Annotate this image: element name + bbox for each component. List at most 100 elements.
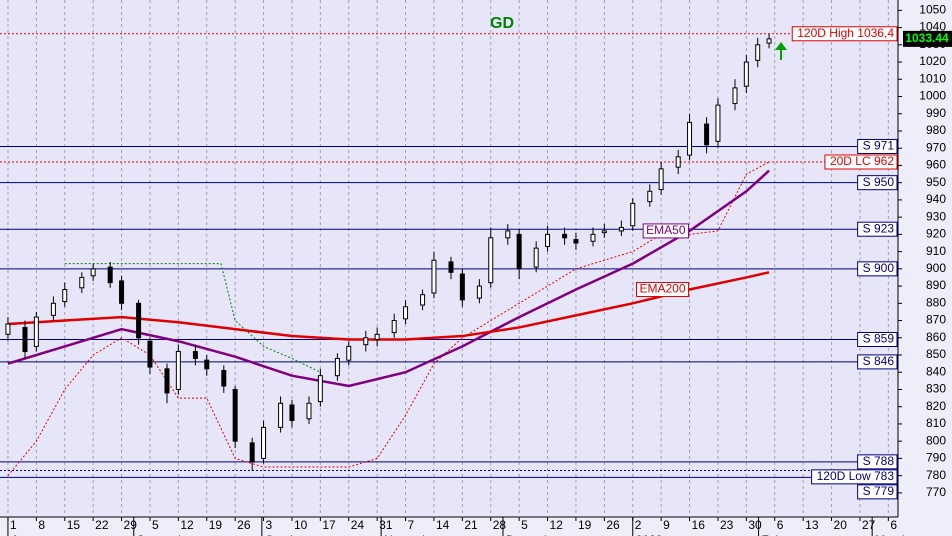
x-tick-label: 29 (124, 518, 138, 532)
level-label-box (857, 138, 898, 154)
x-tick-label: 21 (464, 518, 478, 532)
candle-body (90, 268, 96, 277)
candle-body (715, 104, 721, 142)
month-label: December (506, 533, 561, 536)
x-tick-label: 10 (294, 518, 308, 532)
level-label-box (791, 26, 898, 42)
y-tick-label: 1050 (919, 3, 946, 17)
x-tick-label: 26 (606, 518, 620, 532)
candle-body (476, 285, 482, 299)
x-tick-label: 16 (692, 518, 706, 532)
candle-body (79, 276, 85, 289)
y-tick-label: 830 (926, 382, 946, 396)
series-label-box (642, 223, 690, 239)
level-label-box (857, 221, 898, 237)
level-label-box (857, 354, 898, 370)
candle-body (204, 359, 210, 370)
y-tick-label: 860 (926, 330, 946, 344)
x-tick-label: 20 (834, 518, 848, 532)
y-tick-label: 880 (926, 295, 946, 309)
candle-body (431, 259, 437, 294)
level-label: S 779 (863, 484, 895, 498)
candle-body (630, 202, 636, 227)
plot-area (0, 0, 898, 517)
candle-body (363, 337, 369, 346)
month-label: November (384, 533, 439, 536)
candle-body (420, 294, 426, 306)
y-tick-label: 800 (926, 433, 946, 447)
candle-body (147, 340, 153, 368)
y-tick-label: 950 (926, 175, 946, 189)
level-label: S 846 (863, 354, 895, 368)
candle-body (573, 239, 579, 244)
x-tick-label: 14 (436, 518, 450, 532)
month-label: March (875, 533, 908, 536)
y-tick-label: 840 (926, 364, 946, 378)
candle-body (317, 375, 323, 403)
y-tick-label: 930 (926, 209, 946, 223)
y-tick-label: 920 (926, 227, 946, 241)
y-tick-label: 970 (926, 140, 946, 154)
candle-body (33, 316, 39, 347)
x-tick-label: 24 (351, 518, 365, 532)
month-label: September (137, 533, 196, 536)
level-label-box (857, 331, 898, 347)
candle-body (704, 123, 710, 146)
level-label: S 788 (863, 454, 895, 468)
candle-body (334, 357, 340, 377)
candle-body (289, 404, 295, 421)
level-label-box (824, 154, 898, 170)
level-label-box (857, 454, 898, 470)
y-tick-label: 1020 (919, 54, 946, 68)
month-label: August (11, 533, 49, 536)
chart-title: GD (490, 15, 514, 32)
month-label: February (762, 533, 810, 536)
x-tick-label: 6 (777, 518, 784, 532)
x-tick-label: 23 (720, 518, 734, 532)
candle-body (249, 442, 255, 463)
series-label: EMA50 (646, 223, 686, 237)
x-tick-label: 13 (805, 518, 819, 532)
candle-body (175, 351, 181, 390)
candle-body (647, 190, 653, 203)
candle-body (488, 237, 494, 284)
x-tick-label: 30 (748, 518, 762, 532)
x-tick-label: 31 (379, 518, 393, 532)
candle-body (505, 230, 511, 239)
y-tick-label: 770 (926, 485, 946, 499)
level-label: 120D Low 783 (817, 469, 895, 483)
level-label: S 971 (863, 139, 895, 153)
candle-body (545, 233, 551, 247)
candle-body (22, 326, 28, 353)
level-label: S 923 (863, 221, 895, 235)
candle-body (221, 370, 227, 387)
month-label: October (265, 533, 308, 536)
candle-body (374, 333, 380, 340)
level-label-box (857, 484, 898, 500)
last-price-box (903, 30, 952, 47)
y-tick-label: 940 (926, 192, 946, 206)
candle-body (62, 289, 68, 303)
x-tick-label: 6 (890, 518, 897, 532)
x-tick-label: 26 (237, 518, 251, 532)
y-tick-label: 790 (926, 451, 946, 465)
candle-body (562, 233, 568, 239)
x-tick-label: 12 (550, 518, 564, 532)
y-tick-label: 910 (926, 244, 946, 258)
candle-body (743, 61, 749, 87)
level-label: S 950 (863, 175, 895, 189)
y-tick-label: 990 (926, 106, 946, 120)
candle-body (658, 168, 664, 191)
candle-body (346, 345, 352, 361)
candle-body (618, 226, 624, 232)
candle-body (232, 388, 238, 442)
y-tick-label: 870 (926, 313, 946, 327)
x-tick-label: 22 (95, 518, 109, 532)
series-label-box (636, 282, 690, 298)
x-tick-label: 12 (180, 518, 194, 532)
month-label: 2023 (636, 533, 663, 536)
last-price-label: 1033.44 (905, 31, 949, 45)
y-tick-label: 960 (926, 158, 946, 172)
candle-body (5, 323, 11, 335)
x-tick-label: 15 (67, 518, 81, 532)
